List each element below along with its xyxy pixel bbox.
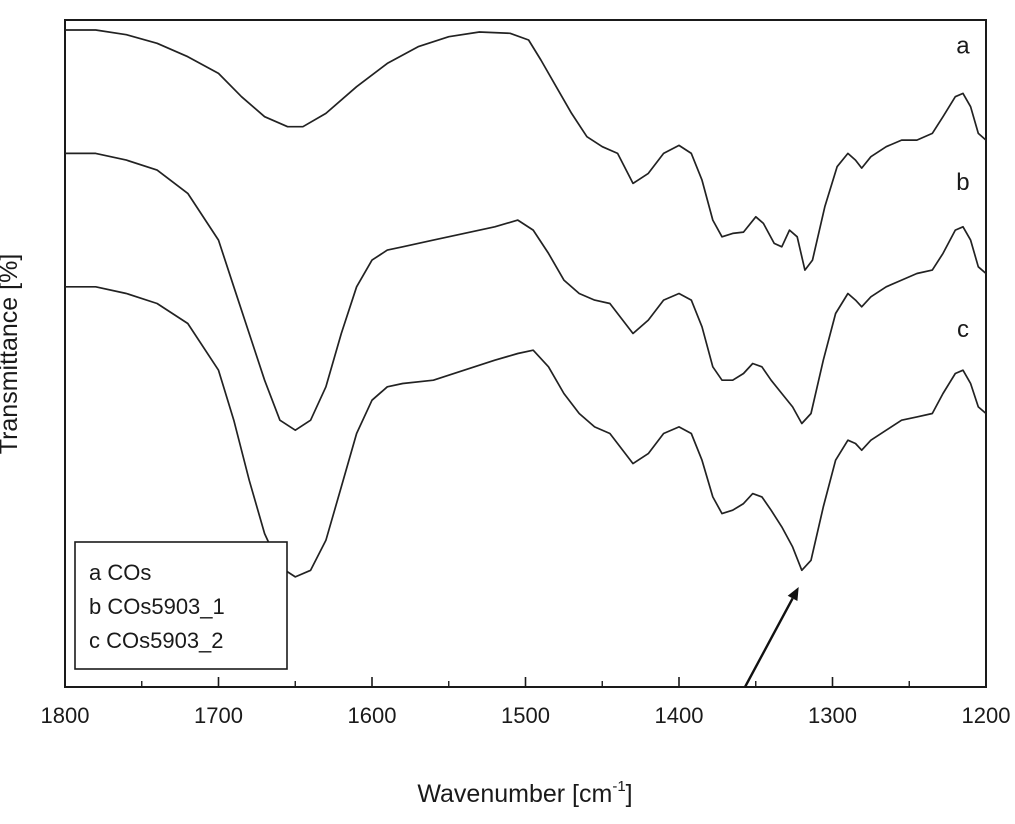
series-label-b: b xyxy=(956,169,969,196)
x-tick-label: 1300 xyxy=(808,703,857,728)
series-line-c xyxy=(65,285,987,578)
arrow-shaft xyxy=(743,597,794,688)
x-tick-label: 1600 xyxy=(348,703,397,728)
arrow-head xyxy=(787,587,799,601)
legend-box xyxy=(74,541,288,670)
series-label-c: c xyxy=(957,316,969,343)
legend-entry-c: c COs5903_2 xyxy=(89,628,224,653)
series-layer xyxy=(65,29,987,578)
x-tick-label: 1700 xyxy=(194,703,243,728)
x-axis-title-superscript: -1 xyxy=(612,778,625,795)
series-labels: a b c xyxy=(956,32,970,342)
x-axis-title: Wavenumber [cm-1] xyxy=(417,778,632,808)
legend-entry-b: b COs5903_1 xyxy=(89,594,225,619)
series-line-a xyxy=(65,29,987,271)
arrow-annotation xyxy=(743,587,799,688)
y-axis-title: Transmittance [%] xyxy=(0,254,23,455)
series-label-a: a xyxy=(956,32,970,59)
legend-entry-a: a COs xyxy=(89,560,151,585)
x-tick-label: 1400 xyxy=(655,703,704,728)
x-tick-label: 1500 xyxy=(501,703,550,728)
x-tick-label: 1200 xyxy=(962,703,1011,728)
x-axis-title-main: Wavenumber [cm xyxy=(417,780,612,808)
x-axis-tick-labels: 1800 1700 1600 1500 1400 1300 1200 xyxy=(41,703,1011,728)
legend: a COs b COs5903_1 c COs5903_2 xyxy=(74,541,288,670)
x-axis-title-suffix: ] xyxy=(626,780,633,808)
x-axis-ticks xyxy=(64,677,987,687)
series-line-b xyxy=(65,152,987,432)
x-tick-label: 1800 xyxy=(41,703,90,728)
